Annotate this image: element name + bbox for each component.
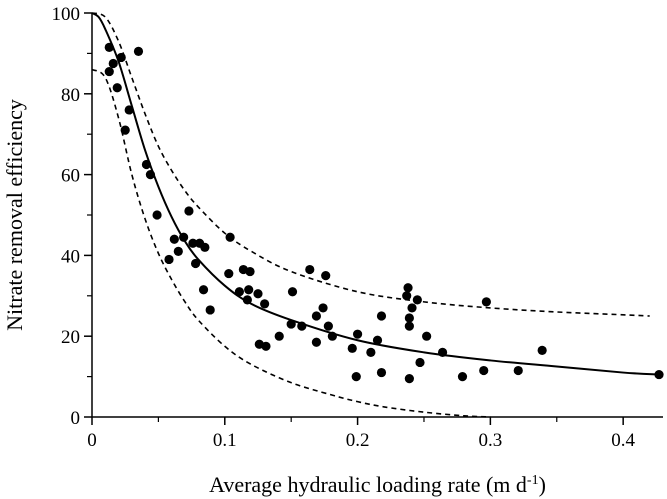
data-point <box>404 321 414 331</box>
data-point <box>108 58 118 69</box>
ticks-layer: 0 0.1 0.2 0.3 0.4 0 20 40 60 80 100 <box>52 4 636 451</box>
data-point <box>457 372 468 382</box>
x-tick-label: 0.4 <box>611 430 635 451</box>
data-point <box>188 238 198 248</box>
data-point <box>200 242 210 252</box>
data-point <box>376 311 387 321</box>
data-point <box>225 232 235 242</box>
data-point <box>366 347 376 357</box>
x-tick-label: 0.3 <box>478 430 502 451</box>
data-point <box>376 367 387 378</box>
data-point <box>415 357 425 368</box>
data-point <box>120 125 130 135</box>
data-point <box>323 321 333 331</box>
data-point <box>145 170 156 180</box>
data-point <box>403 283 413 293</box>
data-point <box>184 206 194 216</box>
axes-layer <box>91 13 663 418</box>
data-point <box>479 365 489 376</box>
lower-bound-curve <box>91 68 491 418</box>
data-point <box>372 335 383 345</box>
data-point <box>253 289 263 299</box>
x-tick-label: 0.1 <box>213 430 237 451</box>
data-point <box>407 303 417 313</box>
data-point <box>104 66 114 77</box>
data-point <box>422 331 432 341</box>
data-point <box>104 42 114 52</box>
data-point <box>297 321 307 331</box>
data-point <box>261 341 271 351</box>
x-axis-label: Average hydraulic loading rate (m d-1) <box>209 472 546 497</box>
y-tick-label: 60 <box>61 166 80 187</box>
data-point <box>164 254 174 265</box>
data-point <box>274 331 284 341</box>
data-point <box>198 285 209 295</box>
x-tick-label: 0 <box>87 430 97 451</box>
y-tick-label: 40 <box>61 246 80 267</box>
y-tick-label: 100 <box>52 4 81 25</box>
data-point <box>311 337 322 347</box>
data-point <box>321 271 331 281</box>
data-point <box>351 372 361 382</box>
data-point <box>116 52 126 63</box>
y-axis-label: Nitrate removal efficiency <box>2 99 27 331</box>
data-point <box>234 287 244 297</box>
data-point <box>242 295 252 305</box>
data-point <box>347 343 357 353</box>
data-point <box>404 374 414 384</box>
y-tick-label: 80 <box>61 85 80 106</box>
data-point <box>311 311 322 321</box>
data-point <box>179 232 189 242</box>
data-point <box>245 266 255 277</box>
data-point <box>318 303 328 313</box>
data-point <box>481 297 491 307</box>
data-point <box>327 331 337 341</box>
data-point <box>244 285 254 295</box>
data-point <box>152 210 162 220</box>
fit-curve <box>91 12 660 376</box>
data-point <box>513 365 523 376</box>
data-point <box>190 258 201 269</box>
points-layer <box>104 42 664 384</box>
data-point <box>124 105 134 115</box>
curves-layer <box>91 12 660 418</box>
data-point <box>654 369 664 380</box>
data-point <box>112 83 122 93</box>
data-point <box>133 46 144 56</box>
data-point <box>402 291 412 301</box>
upper-bound-curve <box>91 12 650 317</box>
data-point <box>305 264 315 275</box>
data-point <box>287 287 298 297</box>
data-point <box>173 246 183 256</box>
data-point <box>286 319 296 329</box>
data-point <box>260 299 270 309</box>
x-tick-label: 0.2 <box>346 430 370 451</box>
data-point <box>537 345 547 355</box>
y-tick-label: 20 <box>61 327 80 348</box>
y-tick-label: 0 <box>71 408 81 429</box>
data-point <box>352 329 363 339</box>
data-point <box>412 295 422 305</box>
data-point <box>141 159 152 170</box>
data-point <box>205 305 215 315</box>
data-point <box>404 313 414 323</box>
data-point <box>224 268 234 279</box>
data-point <box>169 234 179 244</box>
data-point <box>437 347 448 357</box>
x-axis-label-superscript: -1 <box>527 473 539 488</box>
